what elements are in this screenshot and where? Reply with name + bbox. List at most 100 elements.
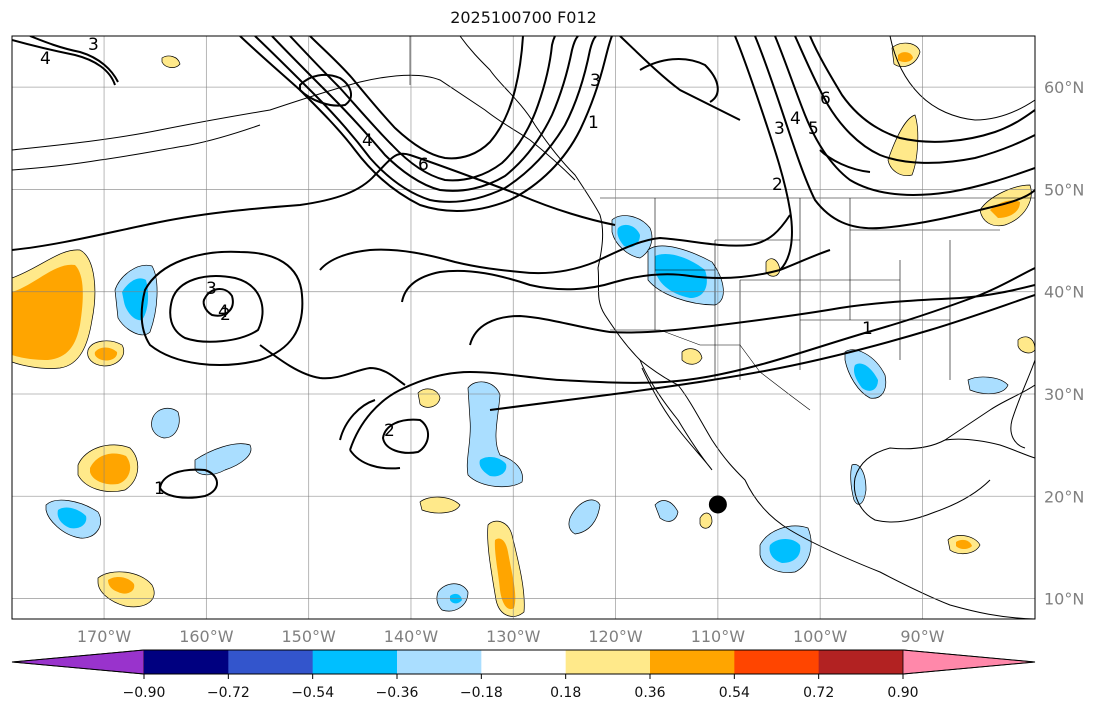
- anomaly-fill: [57, 507, 87, 529]
- contour-line: [774, 36, 1035, 196]
- latitude-labels: 60°N 50°N 40°N 30°N 20°N 10°N: [1044, 78, 1084, 608]
- hudson-bay-shore: [889, 36, 1035, 121]
- longitude-labels: 170°W 160°W 150°W 140°W 130°W 120°W 110°W 100°W…: [77, 627, 945, 646]
- contour-line: [254, 36, 597, 203]
- longitude-tick-label: 100°W: [793, 627, 848, 646]
- contour-line: [299, 73, 352, 107]
- contour-line: [289, 36, 556, 182]
- anomaly-fill: [194, 443, 252, 476]
- contour-line: [169, 275, 264, 343]
- latitude-tick-label: 50°N: [1044, 180, 1084, 199]
- contour-label: 2: [772, 175, 783, 195]
- anomaly-fill: [853, 363, 878, 391]
- contour-label: 4: [218, 302, 229, 322]
- contour-line: [754, 36, 1035, 230]
- contour-label: 2: [384, 421, 395, 441]
- cuba: [944, 438, 1035, 459]
- contour-line: [349, 267, 1035, 451]
- anomaly-fill: [419, 496, 461, 514]
- contour-line: [202, 288, 234, 317]
- contour-label: 3: [206, 279, 217, 299]
- anomaly-fill: [681, 348, 703, 365]
- contour-label: 6: [820, 89, 831, 109]
- anomaly-fill: [617, 224, 640, 248]
- colorbar-segment: [565, 650, 651, 674]
- contour-line: [339, 399, 401, 470]
- contour-line: [309, 36, 524, 160]
- anomaly-fill: [12, 264, 83, 360]
- contour-label: 3: [88, 35, 99, 55]
- contour-label: 3: [774, 119, 785, 139]
- longitude-tick-label: 140°W: [384, 627, 439, 646]
- latitude-tick-label: 60°N: [1044, 78, 1084, 97]
- colorbar-tick-label: −0.18: [460, 685, 503, 701]
- contour-label: 4: [362, 131, 373, 151]
- latitude-tick-label: 30°N: [1044, 385, 1084, 404]
- contour-line: [271, 36, 579, 192]
- map-frame: [11, 35, 1036, 620]
- colorbar-segment: [312, 650, 398, 674]
- contour-line: [819, 149, 871, 173]
- contour-line: [319, 214, 791, 275]
- longitude-tick-label: 90°W: [900, 627, 944, 646]
- colorbar-segment: [228, 650, 314, 674]
- colorbar-tick-label: 0.36: [634, 685, 665, 701]
- contour-line: [29, 36, 119, 83]
- contour-labels: 3 2 4 2 1 1 6 4 2 3 4 5 6 1 3 4 3: [40, 35, 873, 499]
- contour-label: 6: [418, 155, 429, 175]
- contour-line: [140, 250, 304, 366]
- colorbar-tick-label: −0.36: [376, 685, 419, 701]
- contour-label: 1: [154, 479, 165, 499]
- colorbar-tick-label: 0.54: [719, 685, 750, 701]
- anomaly-fill: [494, 538, 516, 610]
- contour-line: [381, 418, 429, 454]
- contour-label: 1: [862, 319, 873, 339]
- anomaly-fill: [654, 500, 679, 522]
- colorbar-tick-label: −0.72: [207, 685, 250, 701]
- colorbar-extension-high: [902, 649, 1036, 675]
- contour-line: [469, 284, 1035, 346]
- colorbar-tick-label: −0.54: [291, 685, 334, 701]
- longitude-tick-label: 160°W: [179, 627, 234, 646]
- contour-label: 5: [808, 119, 819, 139]
- contours: [12, 36, 1035, 499]
- longitude-tick-label: 130°W: [486, 627, 541, 646]
- longitude-tick-label: 150°W: [281, 627, 336, 646]
- anomaly-fill: [151, 407, 180, 439]
- contour-label: 3: [590, 71, 601, 91]
- anomaly-fill: [956, 539, 972, 549]
- longitude-tick-label: 170°W: [77, 627, 132, 646]
- colorbar-labels: −0.90 −0.72 −0.54 −0.36 −0.18 0.18 0.36 0.54 0.7…: [123, 674, 919, 701]
- anomaly-fill: [94, 347, 118, 361]
- contour-line: [239, 36, 613, 213]
- alaska-coast: [12, 74, 576, 181]
- colorbar-segment: [481, 650, 567, 674]
- anomaly-fill: [479, 456, 507, 477]
- latitude-tick-label: 40°N: [1044, 283, 1084, 302]
- contour-label: 4: [40, 49, 51, 69]
- contour-label: 4: [790, 109, 801, 129]
- colorbar-tick-label: 0.90: [887, 685, 918, 701]
- aleutian-islands: [12, 124, 261, 171]
- contour-label: 1: [588, 113, 599, 133]
- contour-line: [259, 344, 406, 386]
- latitude-tick-label: 20°N: [1044, 487, 1084, 506]
- location-marker: [708, 495, 727, 514]
- anomaly-fill: [699, 512, 713, 529]
- contour-label: 2: [220, 305, 231, 325]
- contour-line: [158, 468, 218, 499]
- anomaly-fills: [12, 42, 1035, 617]
- contour-line: [734, 36, 793, 271]
- colorbar-tick-label: 0.18: [550, 685, 581, 701]
- anomaly-fill: [655, 253, 707, 298]
- contour-line: [401, 249, 831, 303]
- colorbar-segment: [144, 650, 229, 674]
- anomaly-fill: [90, 453, 131, 485]
- contour-line: [619, 36, 741, 121]
- map-background: [12, 36, 1035, 619]
- anomaly-fill: [769, 538, 801, 563]
- anomaly-fill: [161, 55, 181, 68]
- baja-california: [639, 359, 713, 471]
- florida: [1010, 359, 1035, 449]
